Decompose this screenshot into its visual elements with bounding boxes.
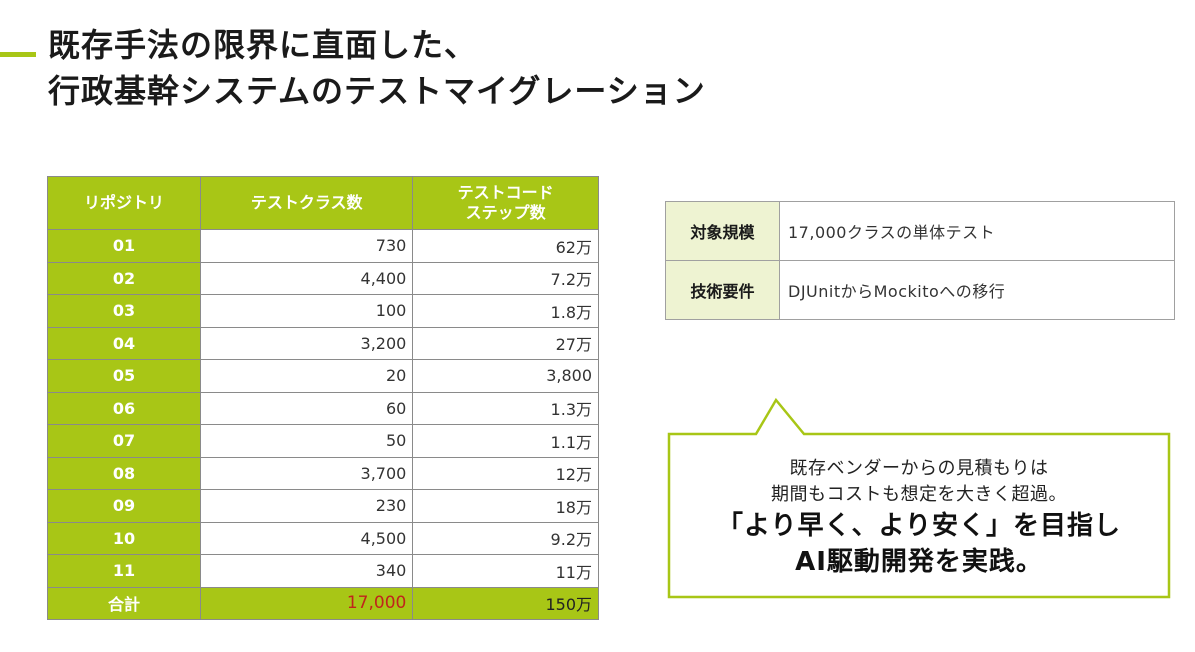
repository-table: リポジトリ テストクラス数 テストコード ステップ数 01 730 62万 02 4,40…	[47, 176, 599, 620]
test-classes-cell: 3,200	[199, 326, 414, 360]
test-steps-cell: 7.2万	[412, 261, 599, 295]
header-test-steps: テストコード ステップ数	[412, 176, 599, 230]
callout-bubble-outline	[667, 397, 1171, 599]
test-steps-cell: 27万	[412, 326, 599, 360]
info-row-tech: 技術要件 DJUnitからMockitoへの移行	[665, 260, 1175, 320]
table-row: 08 3,700 12万	[47, 456, 599, 490]
repository-id-cell: 07	[47, 424, 201, 458]
title-line-1: 既存手法の限界に直面した、	[48, 26, 478, 64]
repository-id-cell: 08	[47, 456, 201, 490]
callout-bubble: 既存ベンダーからの見積もりは 期間もコストも想定を大きく超過。 「より早く、より…	[664, 396, 1174, 601]
header-test-classes: テストクラス数	[199, 176, 414, 230]
callout-line-3: 「より早く、より安く」を目指し	[717, 511, 1121, 541]
total-classes-cell: 17,000	[199, 586, 414, 620]
test-steps-cell: 12万	[412, 456, 599, 490]
test-steps-cell: 18万	[412, 489, 599, 523]
repository-id-cell: 03	[47, 294, 201, 328]
test-steps-cell: 62万	[412, 229, 599, 263]
repository-id-cell: 09	[47, 489, 201, 523]
total-steps-cell: 150万	[412, 586, 599, 620]
callout-line-1: 既存ベンダーからの見積もりは	[789, 458, 1049, 479]
test-steps-cell: 1.8万	[412, 294, 599, 328]
table-row: 09 230 18万	[47, 489, 599, 523]
test-classes-cell: 730	[199, 229, 414, 263]
repository-id-cell: 01	[47, 229, 201, 263]
test-steps-cell: 1.3万	[412, 391, 599, 425]
table-row: 10 4,500 9.2万	[47, 521, 599, 555]
project-info-table: 対象規模 17,000クラスの単体テスト 技術要件 DJUnitからMockit…	[665, 201, 1175, 320]
repository-id-cell: 02	[47, 261, 201, 295]
table-row: 03 100 1.8万	[47, 294, 599, 328]
table-row: 01 730 62万	[47, 229, 599, 263]
test-classes-cell: 4,400	[199, 261, 414, 295]
test-steps-cell: 3,800	[412, 359, 599, 393]
total-label-cell: 合計	[47, 586, 201, 620]
test-classes-cell: 60	[199, 391, 414, 425]
table-row: 05 20 3,800	[47, 359, 599, 393]
callout-text: 既存ベンダーからの見積もりは 期間もコストも想定を大きく超過。 「より早く、より…	[670, 456, 1168, 580]
repository-id-cell: 05	[47, 359, 201, 393]
test-classes-cell: 100	[199, 294, 414, 328]
table-total-row: 合計 17,000 150万	[47, 586, 599, 620]
title-accent-bar	[0, 52, 36, 57]
info-key-scale: 対象規模	[665, 201, 780, 261]
table-row: 06 60 1.3万	[47, 391, 599, 425]
repository-id-cell: 06	[47, 391, 201, 425]
title-line-2: 行政基幹システムのテストマイグレーション	[48, 72, 706, 110]
test-classes-cell: 230	[199, 489, 414, 523]
table-row: 11 340 11万	[47, 554, 599, 588]
page-title: 既存手法の限界に直面した、 行政基幹システムのテストマイグレーション	[48, 22, 706, 114]
info-key-tech: 技術要件	[665, 260, 780, 320]
test-classes-cell: 20	[199, 359, 414, 393]
table-row: 04 3,200 27万	[47, 326, 599, 360]
header-repository: リポジトリ	[47, 176, 201, 230]
callout-line-4: AI駆動開発を実践。	[795, 547, 1043, 577]
test-steps-cell: 9.2万	[412, 521, 599, 555]
test-steps-cell: 11万	[412, 554, 599, 588]
test-classes-cell: 340	[199, 554, 414, 588]
info-value-scale: 17,000クラスの単体テスト	[779, 201, 1175, 261]
table-row: 02 4,400 7.2万	[47, 261, 599, 295]
info-row-scale: 対象規模 17,000クラスの単体テスト	[665, 201, 1175, 261]
test-classes-cell: 3,700	[199, 456, 414, 490]
test-steps-cell: 1.1万	[412, 424, 599, 458]
repository-table-body: 01 730 62万 02 4,400 7.2万 03 100 1.8万 04 3,200 27万 05…	[47, 229, 599, 620]
info-value-tech: DJUnitからMockitoへの移行	[779, 260, 1175, 320]
repository-id-cell: 10	[47, 521, 201, 555]
test-classes-cell: 4,500	[199, 521, 414, 555]
table-row: 07 50 1.1万	[47, 424, 599, 458]
repository-id-cell: 11	[47, 554, 201, 588]
repository-id-cell: 04	[47, 326, 201, 360]
callout-line-2: 期間もコストも想定を大きく超過。	[771, 484, 1067, 505]
test-classes-cell: 50	[199, 424, 414, 458]
repository-table-header-row: リポジトリ テストクラス数 テストコード ステップ数	[47, 176, 599, 230]
